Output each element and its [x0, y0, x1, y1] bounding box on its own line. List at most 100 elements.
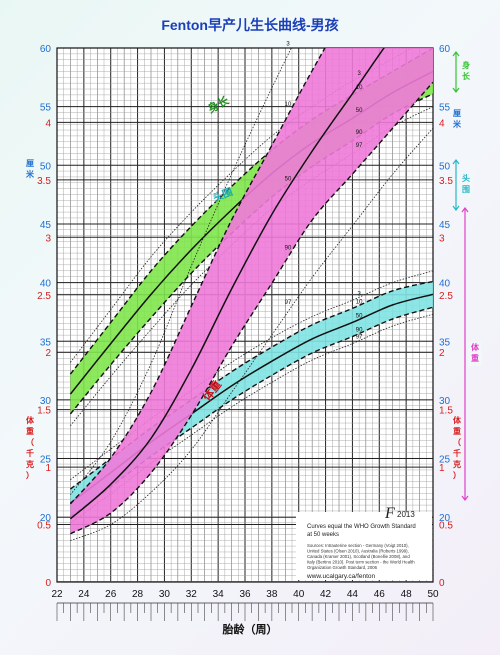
bracket-label-bg [468, 342, 482, 366]
y-tick-kg-left: 2 [45, 348, 51, 359]
percentile-line-p3 [70, 127, 433, 542]
side-bracket-length [452, 51, 473, 93]
percentile-line-p97 [70, 48, 413, 363]
svg-text:重: 重 [453, 426, 461, 436]
bracket-arrow-down [452, 87, 460, 93]
y-tick-kg-left: 4 [45, 118, 51, 129]
x-tick-label: 26 [105, 589, 117, 600]
percentile-line-p97 [70, 48, 292, 495]
percentile-label: 97 [285, 300, 292, 306]
y-tick-cm-left: 50 [40, 161, 52, 172]
percentile-label: 50 [356, 108, 363, 114]
logo-year: 2013 [397, 510, 415, 519]
plot-frame [56, 47, 434, 583]
x-tick-label: 42 [320, 589, 332, 600]
x-tick-label: 34 [213, 589, 225, 600]
sources-line: Organization Growth Standard, 2006 [307, 565, 378, 570]
y-tick-cm-left: 60 [40, 44, 52, 55]
x-tick-label: 28 [132, 589, 144, 600]
svg-text:长: 长 [462, 71, 471, 81]
who-note-line1: Curves equal the WHO Growth Standard [307, 524, 416, 530]
percentile-label: 90 [356, 130, 363, 136]
percentile-label: 10 [285, 102, 292, 108]
y-tick-cm-left: 20 [40, 513, 52, 524]
x-ruler [56, 602, 434, 621]
percentile-label: 10 [356, 299, 363, 305]
percentile-label: 97 [356, 335, 363, 341]
x-tick-label: 24 [78, 589, 90, 600]
y-tick-kg-left: 2.5 [37, 291, 51, 302]
percentile-label: 50 [285, 177, 292, 183]
y-axis-label-kg-right: 体重（千克） [453, 415, 462, 480]
svg-text:重: 重 [471, 353, 479, 363]
percentile-label: 97 [356, 143, 363, 149]
y-tick-cm-right: 50 [439, 161, 451, 172]
x-tick-label: 36 [239, 589, 251, 600]
x-tick-label: 38 [266, 589, 278, 600]
fenton-logo: F [384, 505, 395, 522]
sources-line: Canada (Kramer 2001), Scotland (Bonellie… [307, 554, 410, 559]
y-tick-cm-right: 30 [439, 396, 451, 407]
y-axis-label-cm-right: 厘米 [452, 109, 462, 129]
svg-text:厘: 厘 [26, 159, 34, 168]
percentile-label: 3 [357, 291, 361, 297]
y-tick-cm-right: 40 [439, 279, 451, 290]
curves [69, 48, 433, 542]
y-tick-kg-right: 2.5 [439, 291, 453, 302]
y-tick-kg-left: 0 [45, 578, 51, 589]
y-tick-kg-right: 0.5 [439, 521, 453, 532]
side-bracket-length-label: 身长 [462, 60, 471, 81]
svg-text:）: ） [453, 470, 461, 480]
percentile-line-p10 [70, 81, 433, 535]
notes-box: F 2013 Curves equal the WHO Growth Standar… [296, 505, 432, 580]
y-tick-cm-left: 30 [40, 396, 52, 407]
y-tick-kg-right: 3.5 [439, 176, 453, 187]
x-tick-label: 44 [347, 589, 359, 600]
side-bracket-weight [461, 207, 482, 501]
y-tick-kg-right: 4 [439, 118, 445, 129]
y-tick-cm-left: 45 [40, 220, 52, 231]
x-tick-label: 50 [427, 589, 439, 600]
svg-text:千: 千 [26, 448, 34, 458]
y-tick-cm-right: 55 [439, 103, 451, 114]
percentile-line-p90 [69, 48, 433, 375]
svg-text:重: 重 [26, 426, 34, 436]
percentile-line-p50 [69, 48, 385, 520]
svg-text:围: 围 [462, 184, 470, 194]
svg-text:米: 米 [25, 169, 35, 179]
who-note-line2: at 50 weeks [307, 532, 339, 538]
y-tick-cm-right: 35 [439, 337, 451, 348]
source-url: www.ucalgary.ca/fenton [306, 573, 376, 580]
x-tick-label: 30 [159, 589, 171, 600]
y-tick-cm-left: 55 [40, 103, 52, 114]
svg-text:身: 身 [462, 60, 470, 70]
sources-line: Sources: Intrauterine section - Germany … [307, 543, 409, 548]
svg-text:头: 头 [462, 173, 470, 183]
bracket-label-bg [459, 173, 473, 197]
svg-text:体: 体 [471, 342, 480, 352]
percentile-label: 3 [357, 71, 361, 77]
y-tick-cm-left: 35 [40, 337, 52, 348]
bracket-arrow-up [452, 159, 460, 165]
y-tick-kg-right: 3 [439, 233, 445, 244]
y-tick-cm-right: 45 [439, 220, 451, 231]
percentile-band-2 [70, 48, 433, 534]
side-bracket-head [452, 159, 473, 211]
svg-text:克: 克 [453, 459, 461, 469]
svg-text:（: （ [26, 437, 34, 447]
y-axis-label-kg-left: 体重（千克） [26, 415, 35, 480]
percentile-line-p90 [69, 48, 326, 505]
y-tick-cm-left: 25 [40, 455, 52, 466]
y-tick-kg-left: 1 [45, 463, 51, 474]
percentile-label: 3 [286, 42, 290, 48]
y-tick-cm-left: 40 [40, 279, 52, 290]
y-tick-kg-left: 1.5 [37, 406, 51, 417]
y-tick-kg-left: 3.5 [37, 176, 51, 187]
percentile-label: 90 [285, 246, 292, 252]
x-tick-label: 40 [293, 589, 305, 600]
y-tick-kg-right: 2 [439, 348, 445, 359]
y-tick-cm-right: 20 [439, 513, 451, 524]
y-tick-kg-left: 3 [45, 233, 51, 244]
percentile-label: 90 [356, 328, 363, 334]
y-axis-label-cm-left: 厘米 [25, 159, 35, 179]
